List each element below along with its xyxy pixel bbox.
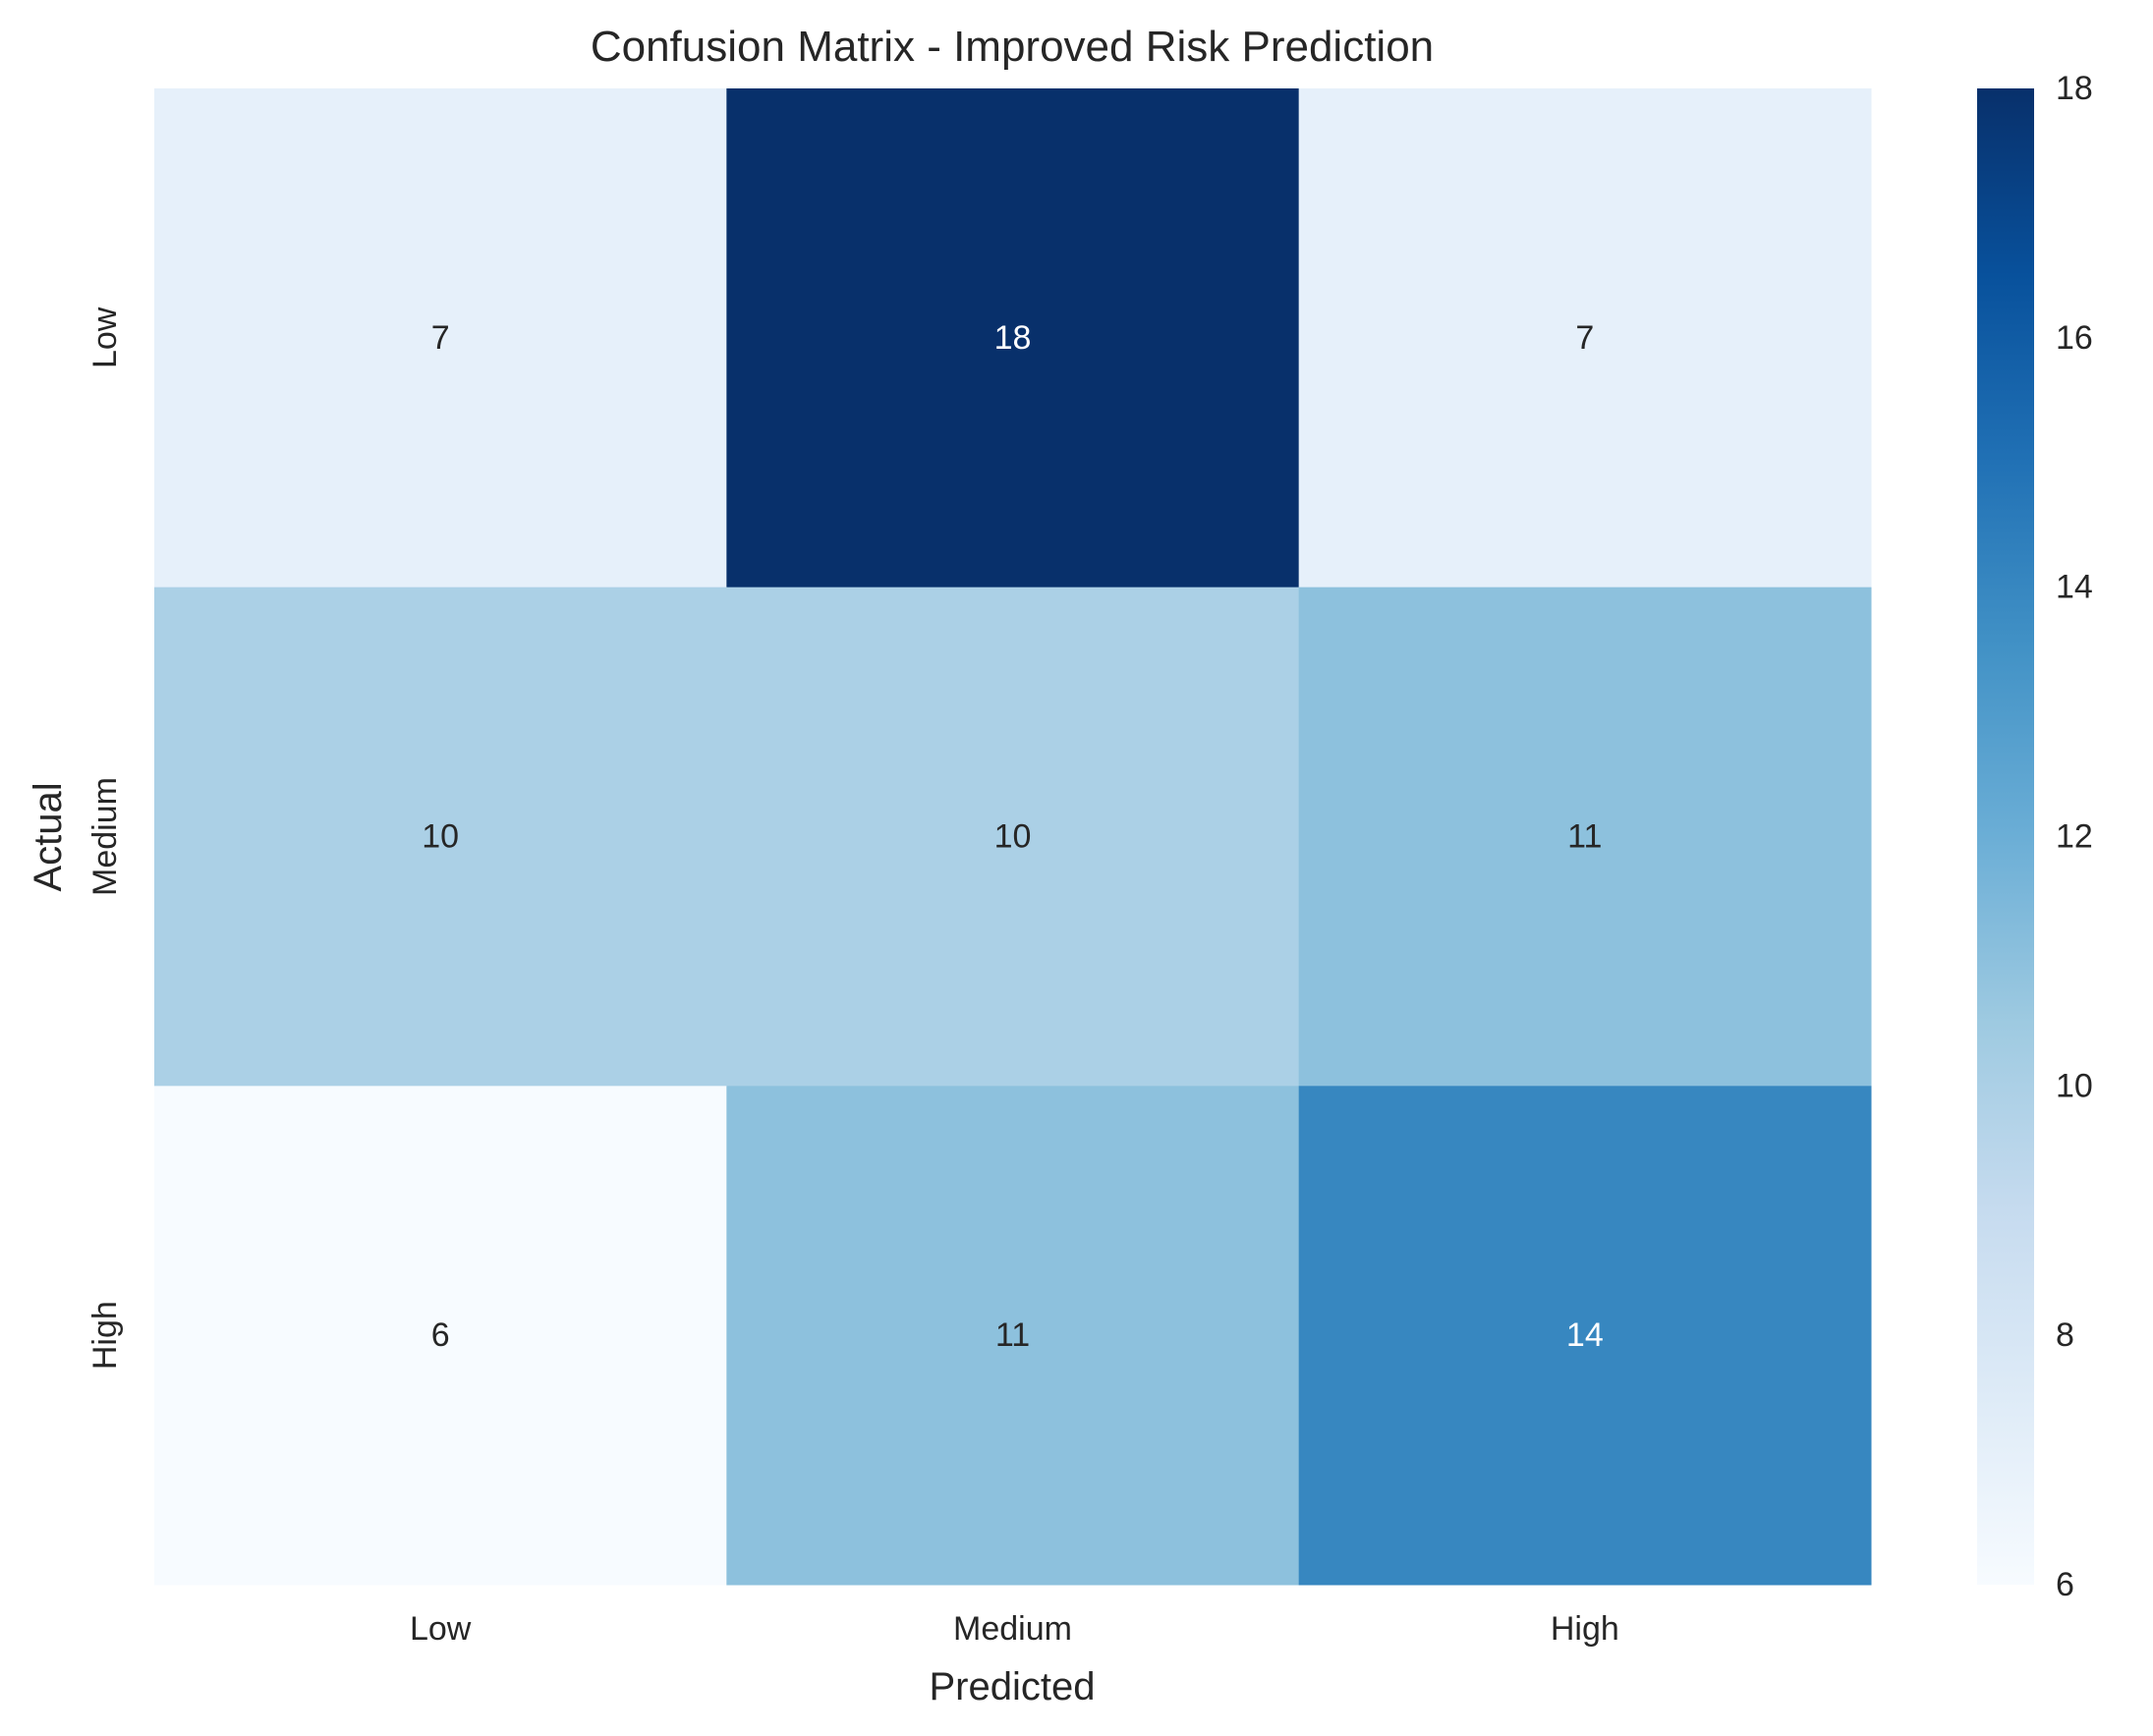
colorbar-tick-label: 10 [2056, 1067, 2093, 1104]
cell-value-label: 14 [1566, 1316, 1604, 1354]
chart-title: Confusion Matrix - Improved Risk Predict… [591, 23, 1434, 71]
cell-value-label: 11 [1567, 818, 1602, 856]
heatmap-cell [726, 88, 1300, 588]
heatmap-cells [154, 88, 1872, 1586]
colorbar [1977, 88, 2034, 1585]
heatmap-cell [154, 1086, 727, 1586]
colorbar-tick-label: 6 [2056, 1566, 2074, 1603]
colorbar-tick-label: 18 [2056, 70, 2093, 107]
y-axis-tick-labels: Low Medium High [86, 307, 124, 1370]
cell-value-label: 7 [431, 319, 450, 357]
colorbar-tick-label: 12 [2056, 818, 2093, 856]
heatmap-cell [154, 88, 727, 588]
y-axis-label: Actual [27, 782, 70, 891]
x-tick-label: Medium [953, 1610, 1072, 1648]
y-tick-label: High [86, 1301, 124, 1370]
cell-value-label: 6 [431, 1316, 450, 1354]
y-tick-label: Medium [86, 777, 124, 896]
x-axis-label: Predicted [930, 1665, 1096, 1708]
heatmap-cell [1298, 88, 1872, 588]
heatmap-cell [154, 587, 727, 1087]
heatmap-cell [1298, 587, 1872, 1087]
y-tick-label: Low [86, 307, 124, 368]
heatmap-cell-labels: 7 18 7 10 10 11 6 11 14 [422, 319, 1603, 1354]
heatmap-cell [726, 587, 1300, 1087]
cell-value-label: 11 [995, 1316, 1030, 1354]
cell-value-label: 7 [1575, 319, 1594, 357]
cell-value-label: 10 [422, 818, 459, 856]
x-tick-label: High [1551, 1610, 1619, 1648]
x-tick-label: Low [410, 1610, 472, 1648]
heatmap-cell [1298, 1086, 1872, 1586]
x-axis-tick-labels: Low Medium High [410, 1610, 1619, 1648]
colorbar-tick-label: 16 [2056, 319, 2093, 357]
colorbar-tick-label: 8 [2056, 1316, 2074, 1354]
cell-value-label: 10 [994, 818, 1032, 856]
heatmap-cell [726, 1086, 1300, 1586]
cell-value-label: 18 [994, 319, 1032, 357]
colorbar-tick-labels: 6 8 10 12 14 16 18 [2056, 70, 2093, 1603]
colorbar-tick-label: 14 [2056, 569, 2093, 606]
